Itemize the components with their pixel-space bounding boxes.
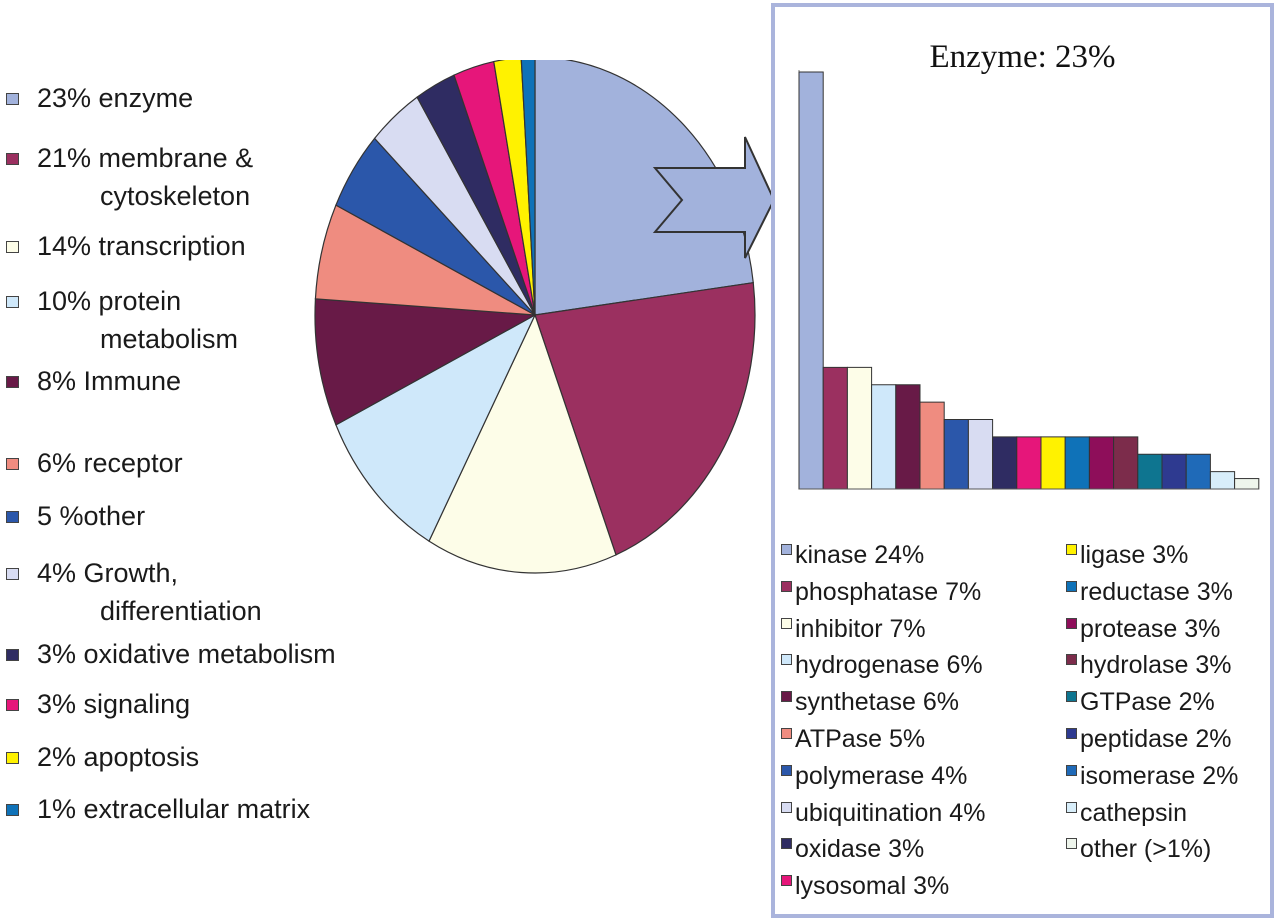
legend-label: kinase 24% bbox=[795, 541, 925, 569]
legend-label: 2% apoptosis bbox=[37, 742, 200, 772]
bar-9 bbox=[1016, 436, 1042, 490]
bar-11 bbox=[1064, 436, 1090, 490]
legend-label: 6% receptor bbox=[37, 448, 183, 478]
legend-label: lysosomal 3% bbox=[795, 872, 950, 901]
legend-swatch bbox=[6, 649, 19, 661]
legend-label: 21% membrane & bbox=[37, 143, 254, 173]
legend-swatch bbox=[781, 544, 792, 555]
bar-2 bbox=[846, 366, 873, 490]
legend-swatch bbox=[781, 875, 792, 887]
legend-swatch bbox=[781, 764, 792, 776]
pie-slice-1 bbox=[534, 281, 756, 556]
bar-14 bbox=[1137, 453, 1163, 490]
bar-17 bbox=[1209, 471, 1236, 490]
legend-swatch bbox=[781, 838, 792, 850]
chart-title: Enzyme: 23% bbox=[929, 39, 1116, 75]
legend-label: 1% extracellular matrix bbox=[37, 794, 311, 824]
legend-label: synthetase 6% bbox=[795, 688, 959, 717]
bar-1 bbox=[822, 366, 848, 490]
legend-label: peptidase 2% bbox=[1080, 725, 1232, 753]
bar-4 bbox=[895, 384, 921, 490]
legend-swatch bbox=[781, 728, 792, 739]
bar-13 bbox=[1113, 436, 1139, 490]
bar-chart bbox=[798, 70, 1260, 490]
pie-slice-11 bbox=[520, 60, 536, 316]
legend-label: hydrolase 3% bbox=[1080, 651, 1232, 680]
pie-legend: 23% enzyme 21% membrane & cytoskeleton 14% … bbox=[0, 0, 420, 924]
bar-7 bbox=[967, 419, 994, 490]
legend-label: 3% oxidative metabolism bbox=[37, 639, 336, 669]
bar-18 bbox=[1234, 478, 1260, 490]
bar-8 bbox=[992, 436, 1018, 490]
legend-swatch bbox=[1066, 654, 1077, 666]
legend-label: oxidase 3% bbox=[795, 835, 925, 864]
legend-label: ATPase 5% bbox=[795, 725, 926, 753]
legend-label: polymerase 4% bbox=[795, 761, 968, 790]
legend-swatch bbox=[6, 153, 19, 165]
legend-label: 5 %other bbox=[37, 501, 146, 531]
bar-16 bbox=[1185, 453, 1211, 490]
legend-label: 10% protein bbox=[37, 286, 182, 316]
bar-10 bbox=[1040, 436, 1066, 490]
legend-swatch bbox=[781, 691, 792, 703]
legend-swatch bbox=[1066, 838, 1077, 850]
legend-swatch bbox=[781, 801, 792, 813]
legend-swatch bbox=[1066, 544, 1077, 555]
legend-label: 8% Immune bbox=[37, 366, 182, 396]
bar-3 bbox=[871, 384, 897, 490]
bar-15 bbox=[1161, 453, 1187, 490]
legend-label: ubiquitination 4% bbox=[795, 798, 986, 827]
legend-label: ligase 3% bbox=[1080, 541, 1189, 569]
pie-chart bbox=[314, 60, 756, 574]
pie-slice-3 bbox=[335, 313, 537, 542]
enzyme-breakdown-panel: Enzyme: 23% kinase 24% phosphatase 7% inhi… bbox=[771, 3, 1274, 918]
bar-6 bbox=[943, 419, 969, 490]
legend-swatch bbox=[781, 617, 792, 629]
legend-label-continuation: cytoskeleton bbox=[100, 181, 251, 211]
legend-swatch bbox=[6, 752, 19, 764]
legend-swatch bbox=[1066, 801, 1077, 813]
legend-label: 4% Growth, bbox=[37, 558, 179, 588]
legend-label: GTPase 2% bbox=[1080, 688, 1215, 717]
legend-label: 14% transcription bbox=[37, 231, 246, 261]
bar-12 bbox=[1088, 436, 1115, 490]
zoom-arrow-icon bbox=[652, 136, 776, 259]
legend-label: other (>1%) bbox=[1080, 835, 1212, 864]
legend-swatch bbox=[6, 93, 19, 105]
legend-label: inhibitor 7% bbox=[795, 614, 926, 643]
legend-swatch bbox=[1066, 617, 1077, 629]
legend-label: 3% signaling bbox=[37, 689, 191, 719]
legend-swatch bbox=[1066, 580, 1077, 592]
pie-slice-4 bbox=[314, 298, 538, 426]
legend-swatch bbox=[1066, 691, 1077, 703]
legend-label: reductase 3% bbox=[1080, 577, 1233, 606]
legend-swatch bbox=[781, 580, 792, 592]
legend-label-continuation: metabolism bbox=[100, 324, 239, 354]
legend-swatch bbox=[781, 654, 792, 666]
legend-swatch bbox=[6, 699, 19, 711]
legend-swatch bbox=[6, 376, 19, 388]
bar-5 bbox=[919, 401, 945, 490]
legend-label: phosphatase 7% bbox=[795, 577, 982, 606]
legend-label: protease 3% bbox=[1080, 614, 1221, 643]
legend-swatch bbox=[1066, 764, 1077, 776]
legend-swatch bbox=[6, 241, 19, 253]
legend-label: isomerase 2% bbox=[1080, 761, 1239, 790]
bar-0 bbox=[798, 71, 824, 490]
legend-swatch bbox=[6, 568, 19, 580]
legend-label: hydrogenase 6% bbox=[795, 651, 983, 680]
legend-swatch bbox=[6, 804, 19, 816]
legend-swatch bbox=[6, 296, 19, 308]
pie-slice-2 bbox=[428, 313, 617, 574]
legend-label: cathepsin bbox=[1080, 798, 1188, 827]
legend-label-continuation: differentiation bbox=[100, 596, 262, 626]
legend-label: 23% enzyme bbox=[37, 83, 194, 113]
legend-swatch bbox=[6, 458, 19, 470]
legend-swatch bbox=[6, 511, 19, 523]
legend-swatch bbox=[1066, 728, 1077, 739]
